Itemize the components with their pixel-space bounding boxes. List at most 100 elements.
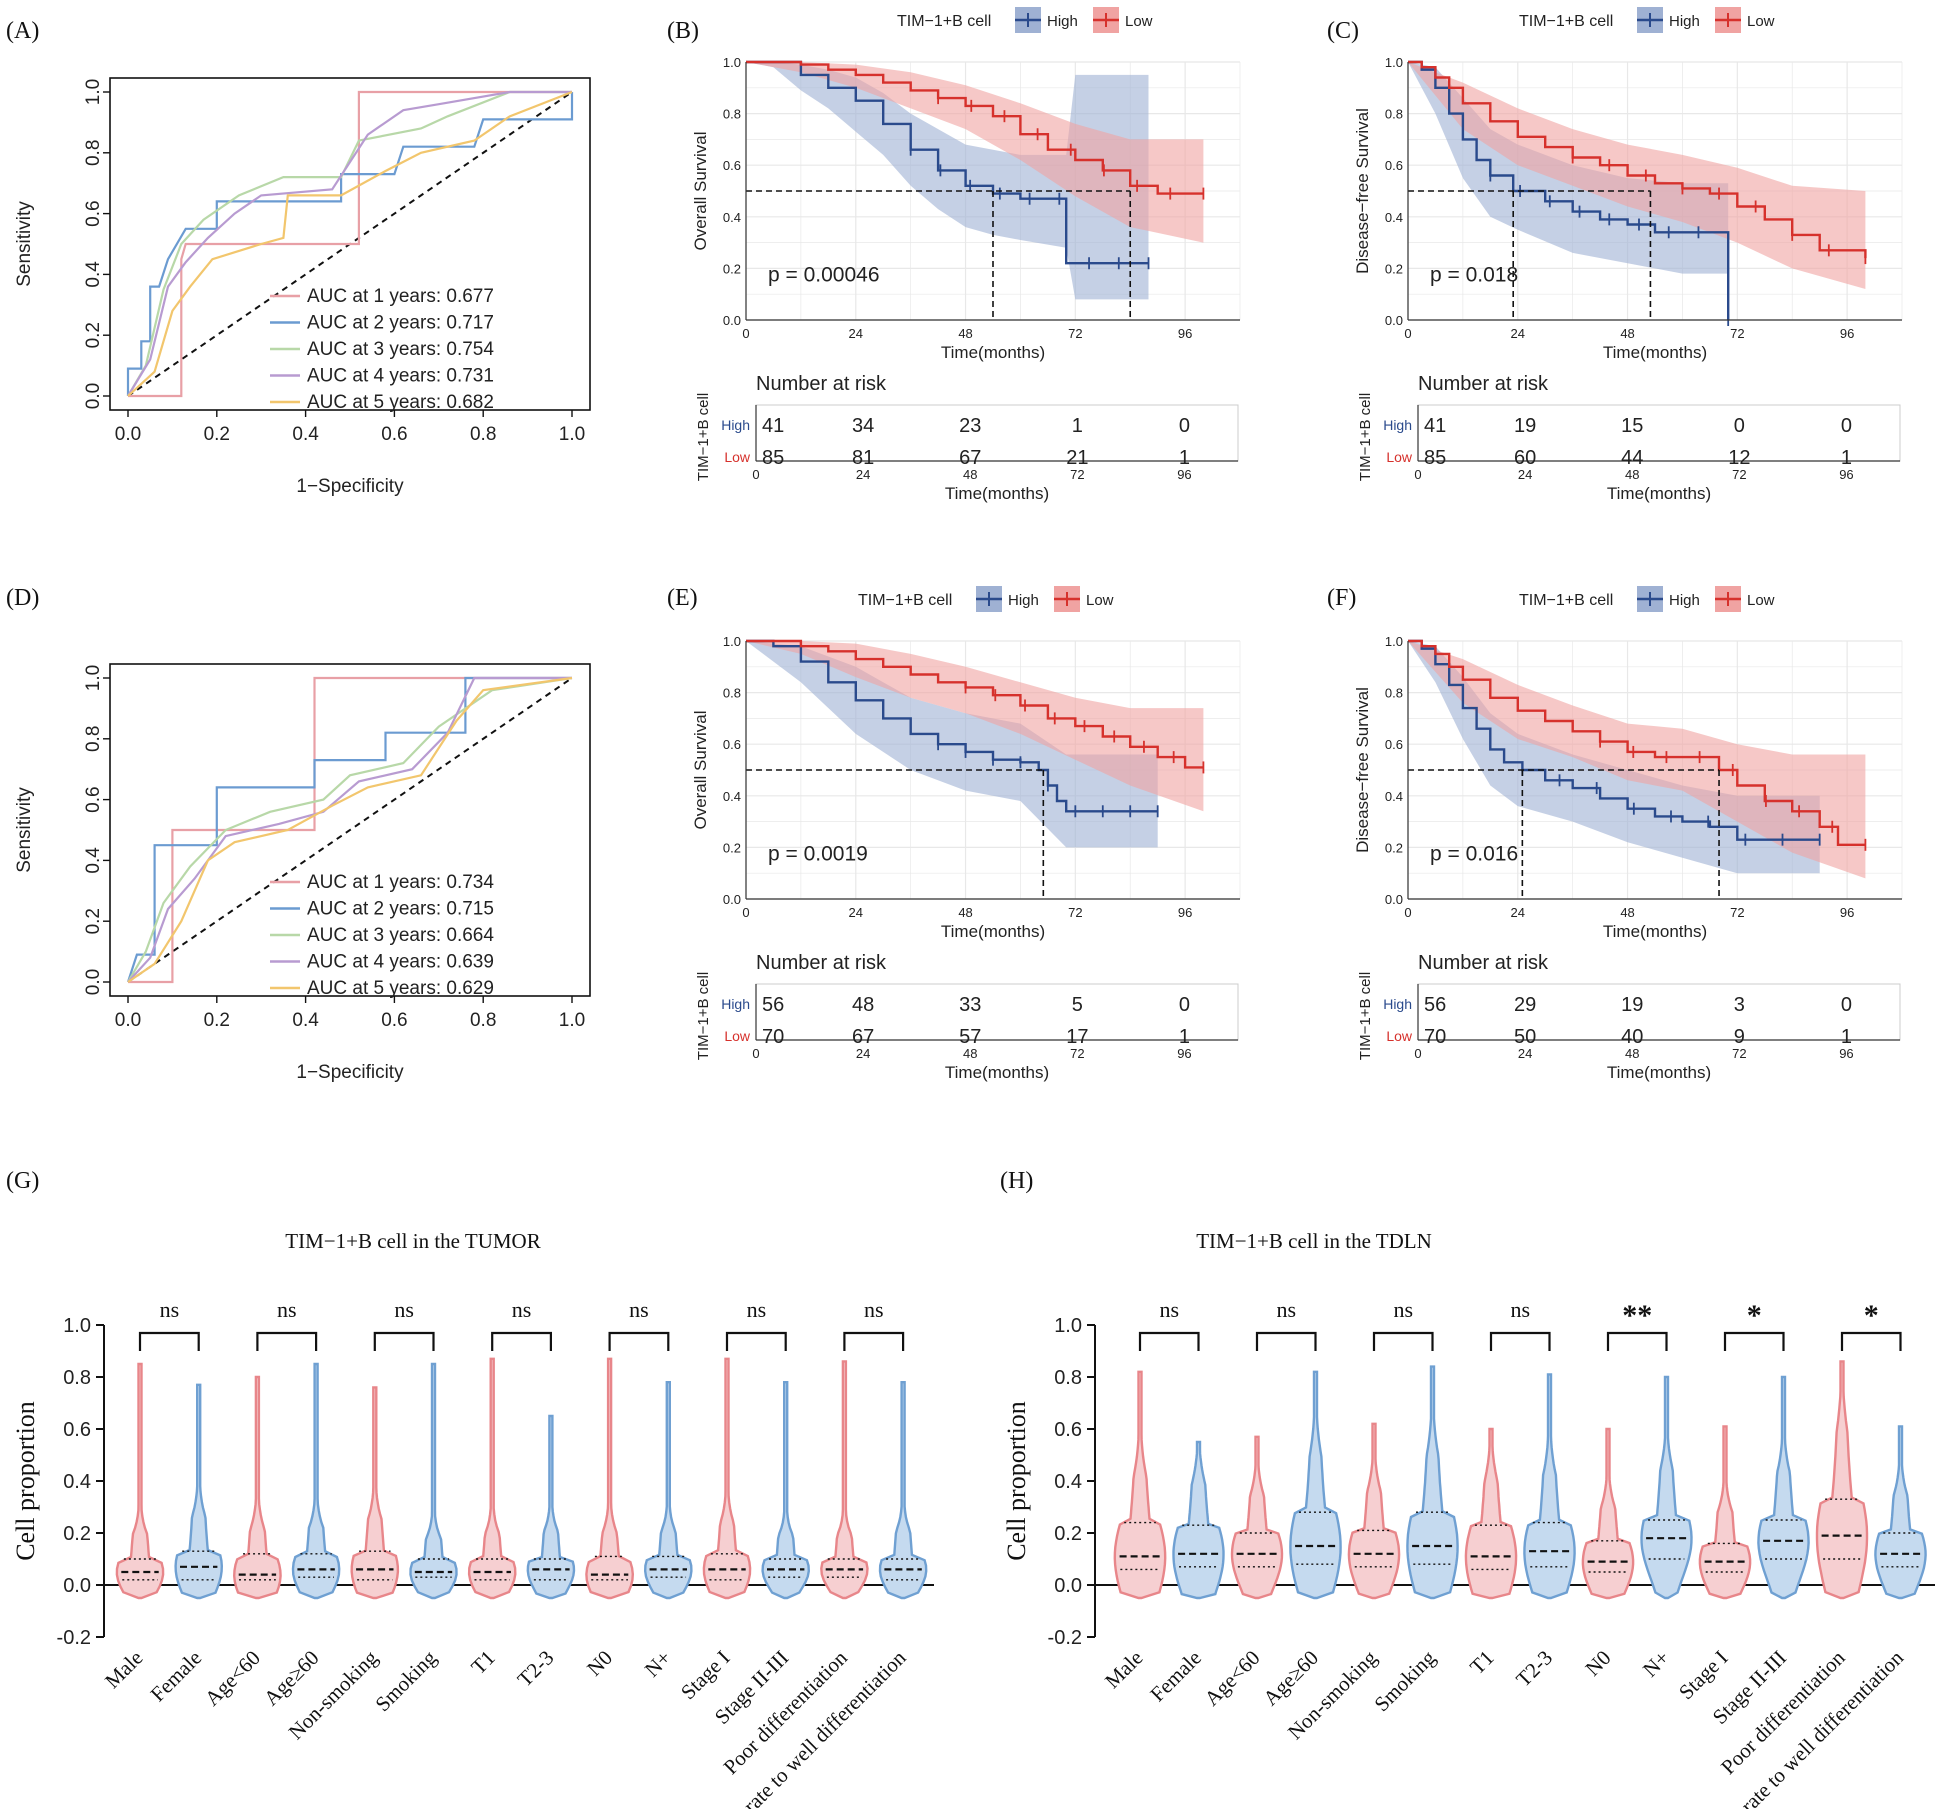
significance-label: **: [1622, 1299, 1652, 1332]
risk-value: 0: [1734, 415, 1745, 437]
y-tick-label: 0.4: [1054, 1471, 1082, 1493]
y-tick-label: 1.0: [83, 665, 104, 691]
roc-curve: [128, 676, 572, 984]
x-tick-label: 0: [1404, 326, 1411, 341]
y-axis-label: Cell proportion: [1002, 1401, 1031, 1561]
x-tick-label: 0.0: [115, 1010, 141, 1031]
risk-row-label: High: [721, 996, 750, 1012]
risk-row-label: Low: [1386, 1028, 1413, 1044]
risk-value: 56: [1424, 994, 1446, 1016]
x-tick-label: 72: [1068, 905, 1082, 920]
category-label: Smoking: [1369, 1645, 1440, 1716]
risk-table-title: Number at risk: [756, 952, 887, 974]
risk-value: 48: [852, 994, 874, 1016]
significance-label: ns: [864, 1297, 884, 1322]
category-label: Female: [146, 1646, 207, 1707]
significance-bracket: [373, 1331, 435, 1351]
risk-value: 57: [959, 1026, 981, 1048]
risk-value: 33: [959, 994, 981, 1016]
risk-value: 67: [959, 447, 981, 469]
violin: [761, 1380, 811, 1600]
risk-y-axis-label: TIM−1+B cell: [1357, 393, 1374, 481]
y-tick-label: 0.2: [83, 322, 104, 348]
roc-curve: [127, 676, 572, 983]
risk-value: 1: [1179, 1026, 1190, 1048]
legend-entry: AUC at 5 years: 0.629: [307, 978, 494, 999]
x-tick-label: 0: [742, 326, 749, 341]
legend-low-label: Low: [1125, 13, 1153, 30]
y-axis-label: Cell proportion: [11, 1401, 40, 1561]
category-label: N+: [640, 1646, 676, 1682]
risk-value: 67: [852, 1026, 874, 1048]
y-tick-label: 0.4: [63, 1471, 91, 1493]
x-tick-label: 96: [1840, 905, 1854, 920]
significance-bracket: [1489, 1331, 1551, 1351]
y-tick-label: 0.4: [83, 261, 104, 288]
risk-x-tick-label: 96: [1177, 467, 1191, 482]
panel-label-e: (E): [667, 585, 698, 611]
violin: [1113, 1370, 1167, 1600]
significance-label: ns: [1510, 1297, 1530, 1322]
significance-label: ns: [512, 1297, 532, 1322]
significance-bracket: [843, 1331, 905, 1351]
significance-bracket: [1723, 1331, 1785, 1351]
category-label: Male: [100, 1646, 147, 1693]
x-axis-label: Time(months): [1603, 343, 1707, 362]
y-tick-label: 0.0: [723, 892, 741, 907]
legend-title: TIM−1+B cell: [1519, 13, 1613, 30]
significance-bracket: [1606, 1331, 1668, 1351]
risk-x-tick-label: 96: [1177, 1046, 1191, 1061]
y-tick-label: 1.0: [1054, 1315, 1082, 1337]
category-label: Smoking: [370, 1645, 441, 1716]
risk-row-label: High: [1383, 417, 1412, 433]
risk-value: 41: [762, 415, 784, 437]
x-tick-label: 0.6: [381, 424, 407, 445]
y-tick-label: 1.0: [1385, 55, 1403, 70]
significance-label: ns: [1276, 1297, 1296, 1322]
survival-curve-low: [746, 60, 1204, 195]
significance-bracket: [1255, 1331, 1317, 1351]
x-tick-label: 0.4: [292, 1010, 319, 1031]
roc-d-y-axis-label: Sensitivity: [14, 787, 35, 873]
significance-label: ns: [1159, 1297, 1179, 1322]
risk-table-title: Number at risk: [1418, 373, 1549, 395]
x-tick-label: 24: [849, 905, 863, 920]
y-axis-label: Disease−free Survival: [1353, 687, 1372, 853]
risk-value: 0: [1841, 994, 1852, 1016]
y-tick-label: 0.4: [1385, 210, 1403, 225]
x-tick-label: 48: [1620, 905, 1634, 920]
panel-label-g: (G): [6, 1168, 39, 1194]
survival-curve-low: [746, 639, 1204, 769]
x-tick-label: 0.0: [115, 424, 141, 445]
x-tick-label: 48: [958, 326, 972, 341]
risk-value: 81: [852, 447, 874, 469]
y-tick-label: 0.0: [83, 383, 104, 409]
risk-table-frame: [1417, 983, 1901, 1041]
risk-y-axis-label: TIM−1+B cell: [695, 393, 712, 481]
risk-x-axis-label: Time(months): [1607, 484, 1711, 503]
significance-label: ns: [277, 1297, 297, 1322]
violin: [174, 1383, 224, 1600]
violin: [585, 1357, 635, 1600]
violin: [1172, 1440, 1225, 1600]
risk-row-label: High: [721, 417, 750, 433]
significance-label: ns: [394, 1297, 414, 1322]
survival-curve-low: [1408, 639, 1866, 846]
category-label: T2-3: [513, 1646, 559, 1692]
violin: [643, 1380, 693, 1600]
significance-label: ns: [747, 1297, 767, 1322]
y-tick-label: 0.2: [723, 261, 741, 276]
y-axis-label: Disease−free Survival: [1353, 108, 1372, 274]
y-tick-label: -0.2: [57, 1627, 91, 1649]
p-value: p = 0.00046: [768, 263, 880, 286]
violin: [115, 1362, 165, 1600]
roc-curve: [126, 92, 574, 396]
significance-bracket: [608, 1331, 670, 1351]
risk-value: 41: [1424, 415, 1446, 437]
violin: [702, 1357, 752, 1600]
significance-bracket: [1840, 1331, 1902, 1351]
risk-table-title: Number at risk: [756, 373, 887, 395]
